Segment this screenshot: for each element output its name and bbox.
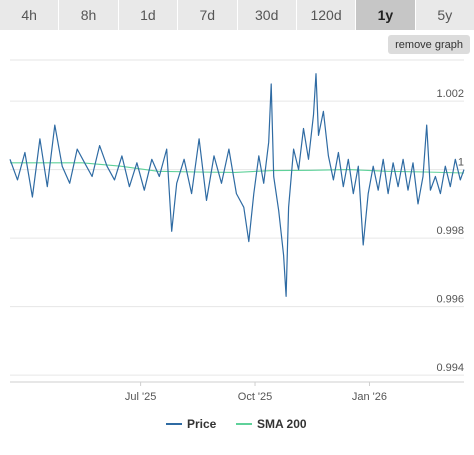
y-tick-label: 1.002 — [436, 88, 464, 100]
tab-7d[interactable]: 7d — [178, 0, 238, 30]
x-axis-ticks: Jul '25 Oct '25 Jan '26 — [125, 382, 387, 403]
tab-30d[interactable]: 30d — [237, 0, 297, 30]
legend-item-price-label[interactable]: Price — [187, 417, 217, 431]
x-tick-label: Jan '26 — [352, 391, 387, 403]
remove-graph-button[interactable]: remove graph — [388, 35, 470, 54]
tab-1d[interactable]: 1d — [118, 0, 179, 30]
y-tick-label: 0.998 — [436, 225, 464, 237]
y-tick-label: 1 — [458, 157, 464, 169]
y-tick-label: 0.994 — [436, 362, 464, 374]
tab-120d[interactable]: 120d — [296, 0, 357, 30]
timeframe-tabs: 4h 8h 1d 7d 30d 120d 1y 5y — [0, 0, 474, 30]
price-series-line — [9, 73, 465, 297]
y-tick-label: 0.996 — [436, 294, 464, 306]
tab-4h[interactable]: 4h — [0, 0, 60, 30]
tab-5y[interactable]: 5y — [415, 0, 474, 30]
grid-lines — [10, 59, 464, 376]
legend: Price SMA 200 — [166, 417, 307, 431]
series-lines — [9, 73, 465, 297]
x-tick-label: Oct '25 — [238, 391, 273, 403]
y-axis-ticks: 0.994 0.996 0.998 1 1.002 — [436, 88, 464, 374]
tab-8h[interactable]: 8h — [59, 0, 119, 30]
x-tick-label: Jul '25 — [125, 391, 156, 403]
tab-1y[interactable]: 1y — [356, 0, 416, 30]
sma-200-series-line — [10, 162, 465, 174]
legend-item-sma-200-label[interactable]: SMA 200 — [257, 417, 307, 431]
